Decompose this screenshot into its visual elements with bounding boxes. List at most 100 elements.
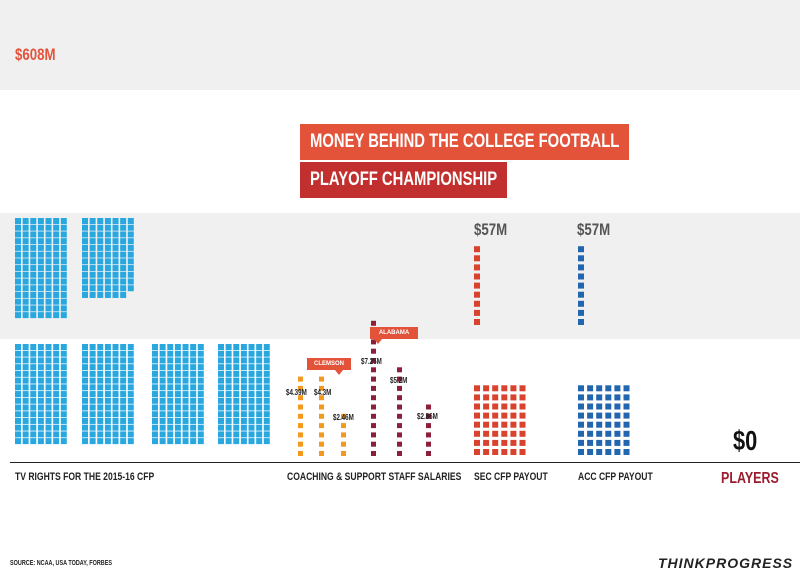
sec-square-691	[519, 412, 526, 419]
sec-square-711	[474, 309, 480, 316]
tv-square-494	[45, 285, 52, 292]
tv-square-264	[190, 391, 197, 398]
tv-square-487	[45, 278, 52, 285]
acc-square-770	[578, 291, 584, 298]
sec-square-669	[483, 439, 490, 446]
tv-square-339	[240, 364, 247, 371]
tv-square-269	[174, 397, 181, 404]
sec-square-672	[510, 439, 517, 446]
tv-square-445	[45, 238, 52, 245]
tv-square-476	[15, 271, 21, 278]
tv-square-209	[127, 438, 134, 445]
tv-square-286	[197, 411, 204, 418]
tv-square-430	[37, 224, 44, 231]
tv-square-126	[82, 364, 88, 371]
tv-square-579	[120, 265, 127, 272]
acc-square-766	[623, 385, 630, 392]
tv-square-490	[15, 285, 21, 292]
tv-square-184	[97, 417, 104, 424]
tv-square-223	[197, 350, 204, 357]
tv-square-183	[89, 417, 96, 424]
tv-square-556	[104, 244, 111, 251]
tv-square-444	[37, 238, 44, 245]
sec-square-696	[510, 403, 517, 410]
tv-square-131	[120, 364, 127, 371]
tv-square-454	[60, 244, 67, 251]
tv-square-593	[120, 278, 127, 285]
tv-square-204	[89, 438, 96, 445]
alabama-tag: ALABAMA	[370, 327, 418, 344]
tv-square-212	[167, 344, 174, 350]
tv-square-181	[127, 411, 134, 418]
acc-square-734	[605, 430, 612, 437]
tv-square-316	[225, 344, 232, 350]
tv-square-464	[30, 258, 37, 265]
tv-square-486	[37, 278, 44, 285]
tv-square-208	[120, 438, 127, 445]
tv-square-357	[218, 384, 224, 391]
tv-square-82	[53, 417, 60, 424]
salary-square-625	[319, 376, 324, 382]
tv-square-603	[89, 291, 96, 298]
acc-square-769	[578, 300, 584, 307]
tv-square-424	[45, 218, 52, 224]
tv-square-225	[159, 357, 166, 364]
tv-square-504	[15, 298, 21, 305]
tv-square-250	[190, 377, 197, 384]
tv-square-406	[218, 431, 224, 438]
tv-square-335	[263, 357, 270, 364]
tv-square-565	[120, 251, 127, 258]
tv-square-496	[60, 285, 67, 292]
tv-square-124	[120, 357, 127, 364]
acc-square-739	[596, 421, 603, 428]
tv-square-70	[15, 411, 21, 418]
sec-square-700	[492, 394, 499, 401]
tv-square-510	[60, 298, 67, 305]
tv-square-3	[37, 344, 44, 350]
tv-square-601	[127, 285, 134, 292]
tv-square-473	[45, 265, 52, 272]
tv-square-295	[159, 424, 166, 431]
tv-square-151	[112, 384, 119, 391]
tv-square-256	[182, 384, 189, 391]
tv-square-64	[22, 404, 29, 411]
tv-square-229	[190, 357, 197, 364]
title-line-1-text: MONEY BEHIND THE COLLEGE FOOTBALL	[310, 131, 620, 152]
tv-square-89	[53, 424, 60, 431]
tv-square-394	[233, 417, 240, 424]
tv-square-607	[120, 291, 127, 298]
tv-square-76	[60, 411, 67, 418]
tv-square-169	[89, 404, 96, 411]
tv-square-491	[22, 285, 29, 292]
tv-square-145	[120, 377, 127, 384]
acc-value-label: $57M	[577, 220, 611, 239]
tv-square-589	[89, 278, 96, 285]
tv-square-535	[104, 224, 111, 231]
tv-square-323	[225, 350, 232, 357]
tv-square-119	[82, 357, 88, 364]
tv-square-79	[30, 417, 37, 424]
tv-square-100	[30, 438, 37, 445]
tv-square-523	[53, 312, 60, 319]
tv-square-224	[152, 357, 158, 364]
tv-square-43	[22, 384, 29, 391]
acc-square-749	[578, 403, 584, 410]
acc-square-720	[587, 449, 594, 455]
salary-square-627	[341, 441, 346, 447]
tv-square-573	[127, 258, 134, 265]
tv-square-299	[190, 424, 197, 431]
acc-square-738	[587, 421, 594, 428]
tv-square-499	[30, 291, 37, 298]
sec-square-695	[501, 403, 508, 410]
tv-square-409	[240, 431, 247, 438]
tv-square-564	[112, 251, 119, 258]
tv-square-278	[190, 404, 197, 411]
tv-square-351	[225, 377, 232, 384]
acc-square-767	[578, 319, 584, 325]
title-line-2: PLAYOFF CHAMPIONSHIP	[300, 162, 508, 198]
tv-square-38	[37, 377, 44, 384]
tv-square-261	[167, 391, 174, 398]
tv-square-304	[174, 431, 181, 438]
tv-square-283	[174, 411, 181, 418]
